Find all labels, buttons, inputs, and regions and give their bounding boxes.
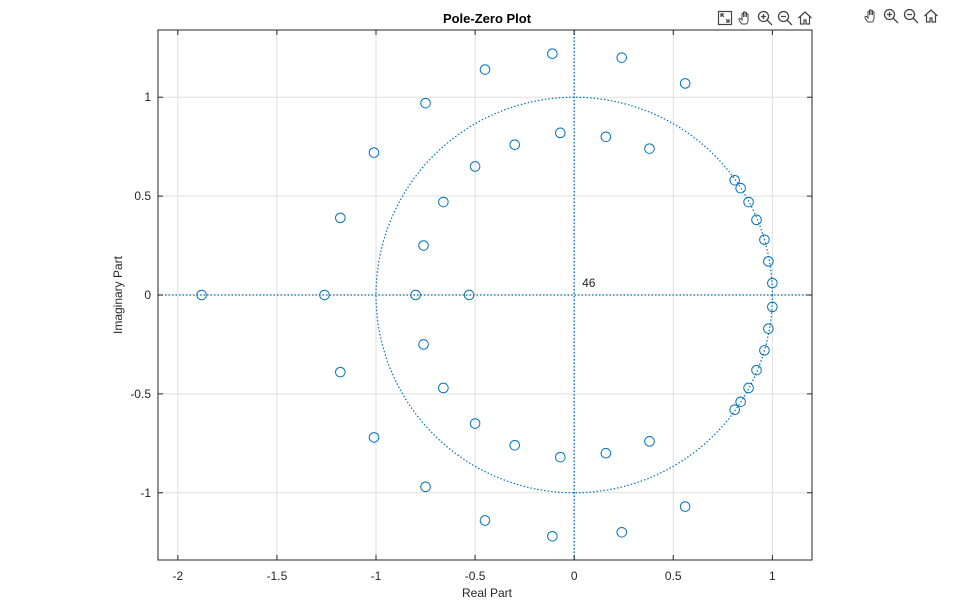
zero-marker bbox=[438, 196, 449, 208]
zero-marker bbox=[763, 323, 774, 334]
zero-marker bbox=[509, 439, 521, 451]
zoom-in-icon[interactable] bbox=[756, 9, 774, 27]
zoom-in-icon[interactable] bbox=[882, 7, 900, 25]
axes-toolbar bbox=[716, 9, 814, 29]
zero-marker bbox=[600, 131, 612, 143]
x-tick-label: -2 bbox=[172, 569, 183, 583]
zoom-out-icon[interactable] bbox=[902, 7, 920, 25]
zero-marker bbox=[767, 277, 778, 289]
zero-marker bbox=[418, 240, 429, 251]
zero-marker bbox=[438, 382, 449, 394]
x-tick-label: 0 bbox=[571, 569, 578, 583]
pan-icon[interactable] bbox=[736, 9, 754, 27]
zero-marker bbox=[509, 139, 521, 151]
zero-marker bbox=[410, 289, 421, 301]
zero-marker bbox=[729, 404, 741, 416]
zero-marker bbox=[555, 451, 566, 463]
x-tick-label: -1.5 bbox=[267, 569, 288, 583]
zero-marker bbox=[759, 234, 770, 245]
zero-markers bbox=[196, 48, 778, 542]
chart-title: Pole-Zero Plot bbox=[443, 11, 532, 26]
x-tick-label: -0.5 bbox=[465, 569, 486, 583]
zero-marker bbox=[335, 212, 346, 224]
y-tick-label: 0.5 bbox=[134, 189, 151, 203]
zero-marker bbox=[547, 48, 558, 60]
zero-marker bbox=[335, 366, 346, 378]
restore-view-icon[interactable] bbox=[716, 9, 734, 27]
zero-marker bbox=[679, 78, 691, 89]
zero-marker bbox=[743, 382, 754, 394]
y-axis-label: Imaginary Part bbox=[111, 255, 125, 334]
zero-marker bbox=[644, 143, 655, 154]
zero-marker bbox=[759, 345, 770, 356]
zero-marker bbox=[469, 418, 481, 429]
figure-toolbar bbox=[862, 7, 940, 27]
zero-marker bbox=[479, 515, 491, 526]
x-tick-label: 1 bbox=[769, 569, 776, 583]
zero-marker bbox=[463, 289, 475, 301]
zero-marker bbox=[763, 256, 774, 267]
zero-marker bbox=[679, 501, 691, 512]
zero-marker bbox=[420, 481, 431, 493]
zero-marker bbox=[616, 52, 628, 63]
y-tick-label: -1 bbox=[140, 486, 151, 500]
zero-marker bbox=[368, 432, 380, 443]
zero-marker bbox=[469, 161, 481, 172]
zero-marker bbox=[767, 301, 778, 313]
zero-marker bbox=[555, 127, 566, 139]
zero-marker bbox=[735, 182, 746, 194]
ticks: -2 -1.5 -1 -0.5 0 0.5 1 -1 -0.5 0 0.5 1 bbox=[130, 30, 812, 583]
zero-marker bbox=[319, 289, 330, 301]
x-tick-label: -1 bbox=[371, 569, 382, 583]
y-tick-label: -0.5 bbox=[130, 387, 151, 401]
unit-circle bbox=[375, 96, 773, 494]
zero-marker bbox=[729, 174, 741, 186]
zero-marker bbox=[616, 527, 628, 538]
zero-marker bbox=[418, 339, 429, 350]
x-axis-label: Real Part bbox=[462, 586, 513, 600]
zero-marker bbox=[743, 196, 754, 208]
zero-marker bbox=[196, 289, 207, 301]
y-tick-label: 0 bbox=[144, 288, 151, 302]
y-tick-label: 1 bbox=[144, 90, 151, 104]
zero-marker bbox=[547, 530, 558, 542]
multiplicity-annotation: 46 bbox=[582, 276, 596, 290]
zoom-out-icon[interactable] bbox=[776, 9, 794, 27]
zero-marker bbox=[600, 447, 612, 459]
zero-marker bbox=[368, 147, 380, 158]
home-icon[interactable] bbox=[922, 7, 940, 25]
pan-icon[interactable] bbox=[862, 7, 880, 25]
home-icon[interactable] bbox=[796, 9, 814, 27]
zero-marker bbox=[751, 364, 762, 376]
x-tick-label: 0.5 bbox=[665, 569, 682, 583]
zero-marker bbox=[751, 214, 762, 226]
zero-marker bbox=[479, 64, 491, 75]
zero-marker bbox=[735, 396, 746, 408]
zero-marker bbox=[644, 436, 655, 447]
zero-marker bbox=[420, 97, 431, 109]
reference-lines bbox=[158, 30, 812, 560]
